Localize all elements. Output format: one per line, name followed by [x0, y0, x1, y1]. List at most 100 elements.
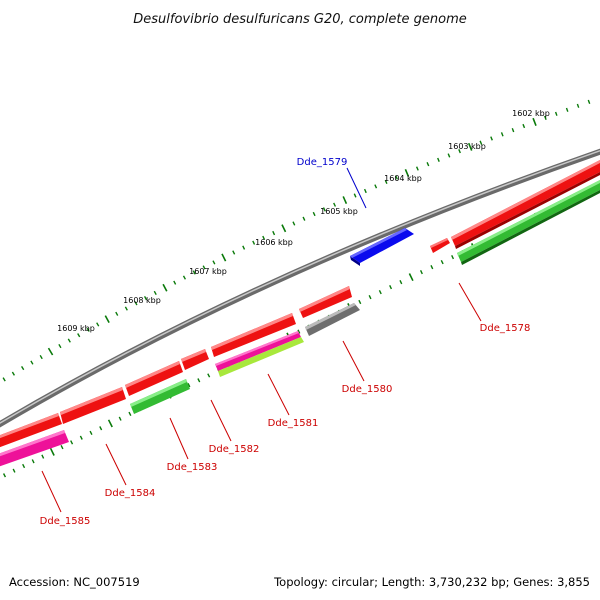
outer-track-tick [426, 162, 430, 167]
outer-track-tick [30, 360, 34, 365]
outer-track-tick [404, 168, 410, 178]
gene-label-Dde_1581[interactable]: Dde_1581 [268, 418, 319, 429]
gene-label-Dde_1585[interactable]: Dde_1585 [40, 516, 91, 527]
gene-label-Dde_1582[interactable]: Dde_1582 [209, 444, 260, 455]
gene-label-Dde_1579[interactable]: Dde_1579 [297, 157, 348, 168]
outer-track-tick [353, 193, 357, 198]
outer-track-tick [302, 216, 306, 221]
outer-track-tick [522, 123, 526, 129]
inner-track-tick [197, 378, 201, 383]
kbp-label-1608: 1608 kbp [123, 296, 161, 305]
outer-track-tick [532, 117, 537, 126]
outer-track-tick [281, 224, 287, 233]
inner-track-tick [389, 285, 393, 290]
outer-track-tick [96, 322, 100, 327]
outer-track-tick [437, 157, 440, 162]
outer-track-tick [447, 153, 451, 158]
inner-track-tick [99, 426, 103, 431]
outer-track-tick [262, 235, 266, 240]
gene-red-d[interactable] [0, 413, 62, 449]
inner-track-tick [128, 411, 132, 417]
outer-tick-track [2, 99, 591, 382]
inner-track-tick [419, 270, 423, 275]
outer-track-tick [511, 128, 515, 133]
kbp-label-1605: 1605 kbp [320, 207, 358, 216]
outer-track-tick [415, 166, 419, 171]
gene-Dde_1578-green[interactable] [457, 180, 600, 265]
kbp-label-1602: 1602 kbp [512, 109, 550, 118]
kbp-label-1606: 1606 kbp [255, 238, 293, 247]
outer-track-tick [322, 207, 326, 212]
outer-track-tick [363, 188, 367, 194]
outer-track-tick [2, 377, 6, 382]
inner-track-tick [89, 430, 93, 436]
inner-track-tick [378, 289, 382, 295]
kbp-label-1604: 1604 kbp [384, 174, 422, 183]
inner-track-tick [2, 473, 7, 478]
gene-Dde_1582[interactable] [181, 349, 209, 370]
outer-track-tick [374, 184, 378, 189]
outer-track-tick [565, 107, 569, 112]
outer-track-tick [312, 211, 316, 217]
outer-track-tick [252, 240, 256, 245]
genome-backbone-highlight [0, 149, 600, 424]
outer-track-tick [554, 111, 558, 116]
gene-Dde_1581[interactable] [218, 337, 304, 377]
outer-track-tick [458, 149, 461, 154]
outer-track-tick [124, 306, 128, 311]
outer-track-tick [292, 221, 296, 226]
inner-track-tick [430, 265, 434, 270]
inner-track-tick [297, 329, 301, 334]
inner-track-tick [12, 468, 16, 473]
inner-track-tick [49, 447, 55, 456]
gene-Dde_1584[interactable] [60, 387, 126, 424]
outer-track-tick [395, 175, 398, 180]
outer-track-tick [242, 245, 246, 250]
outer-track-tick [212, 260, 216, 265]
outer-track-tick [342, 196, 348, 205]
outer-track-tick [221, 253, 227, 262]
inner-track-tick [187, 382, 191, 388]
outer-track-tick [182, 275, 187, 280]
inner-track-tick [107, 419, 113, 428]
gene-red-a[interactable] [299, 286, 352, 318]
gene-Dde_1583[interactable] [130, 379, 190, 414]
outer-track-tick [232, 250, 236, 255]
gene-red-b[interactable] [211, 313, 296, 357]
inner-track-tick [408, 273, 414, 282]
gene-label-Dde_1583[interactable]: Dde_1583 [167, 462, 218, 473]
outer-track-tick [500, 132, 504, 137]
gene-Dde_1581-magenta[interactable] [215, 331, 301, 371]
gene-red-c[interactable] [125, 361, 183, 396]
outer-track-tick [11, 371, 16, 376]
inner-track-tick [451, 255, 455, 260]
kbp-label-1609: 1609 kbp [57, 324, 95, 333]
inner-track-tick [79, 435, 83, 440]
gene-label-Dde_1578[interactable]: Dde_1578 [480, 323, 531, 334]
outer-track-tick [490, 136, 493, 141]
outer-track-tick [143, 295, 148, 301]
gene-Dde_1579[interactable] [350, 228, 414, 266]
gene-label-Dde_1584[interactable]: Dde_1584 [105, 488, 156, 499]
inner-track-tick [70, 440, 74, 445]
inner-track-tick [358, 299, 362, 305]
inner-track-tick [440, 259, 444, 265]
outer-track-tick [21, 366, 25, 371]
outer-track-tick [192, 270, 196, 275]
outer-track-tick [134, 301, 138, 306]
kbp-label-1603: 1603 kbp [448, 142, 486, 151]
gene-Dde_1578-red-a[interactable] [430, 238, 450, 253]
inner-track-tick [41, 454, 45, 459]
gene-Dde_1580[interactable] [305, 303, 360, 336]
inner-track-tick [31, 459, 35, 464]
outer-track-tick [67, 338, 71, 343]
kbp-label-1607: 1607 kbp [189, 267, 227, 276]
outer-track-tick [467, 142, 473, 151]
gene-Dde_1585[interactable] [0, 430, 69, 468]
gene-Dde_1578[interactable] [451, 160, 600, 249]
genome-summary-text: Topology: circular; Length: 3,730,232 bp… [273, 575, 590, 589]
gene-label-Dde_1580[interactable]: Dde_1580 [342, 384, 393, 395]
outer-track-tick [202, 265, 206, 270]
outer-track-tick [544, 115, 547, 120]
outer-track-tick [384, 179, 388, 184]
